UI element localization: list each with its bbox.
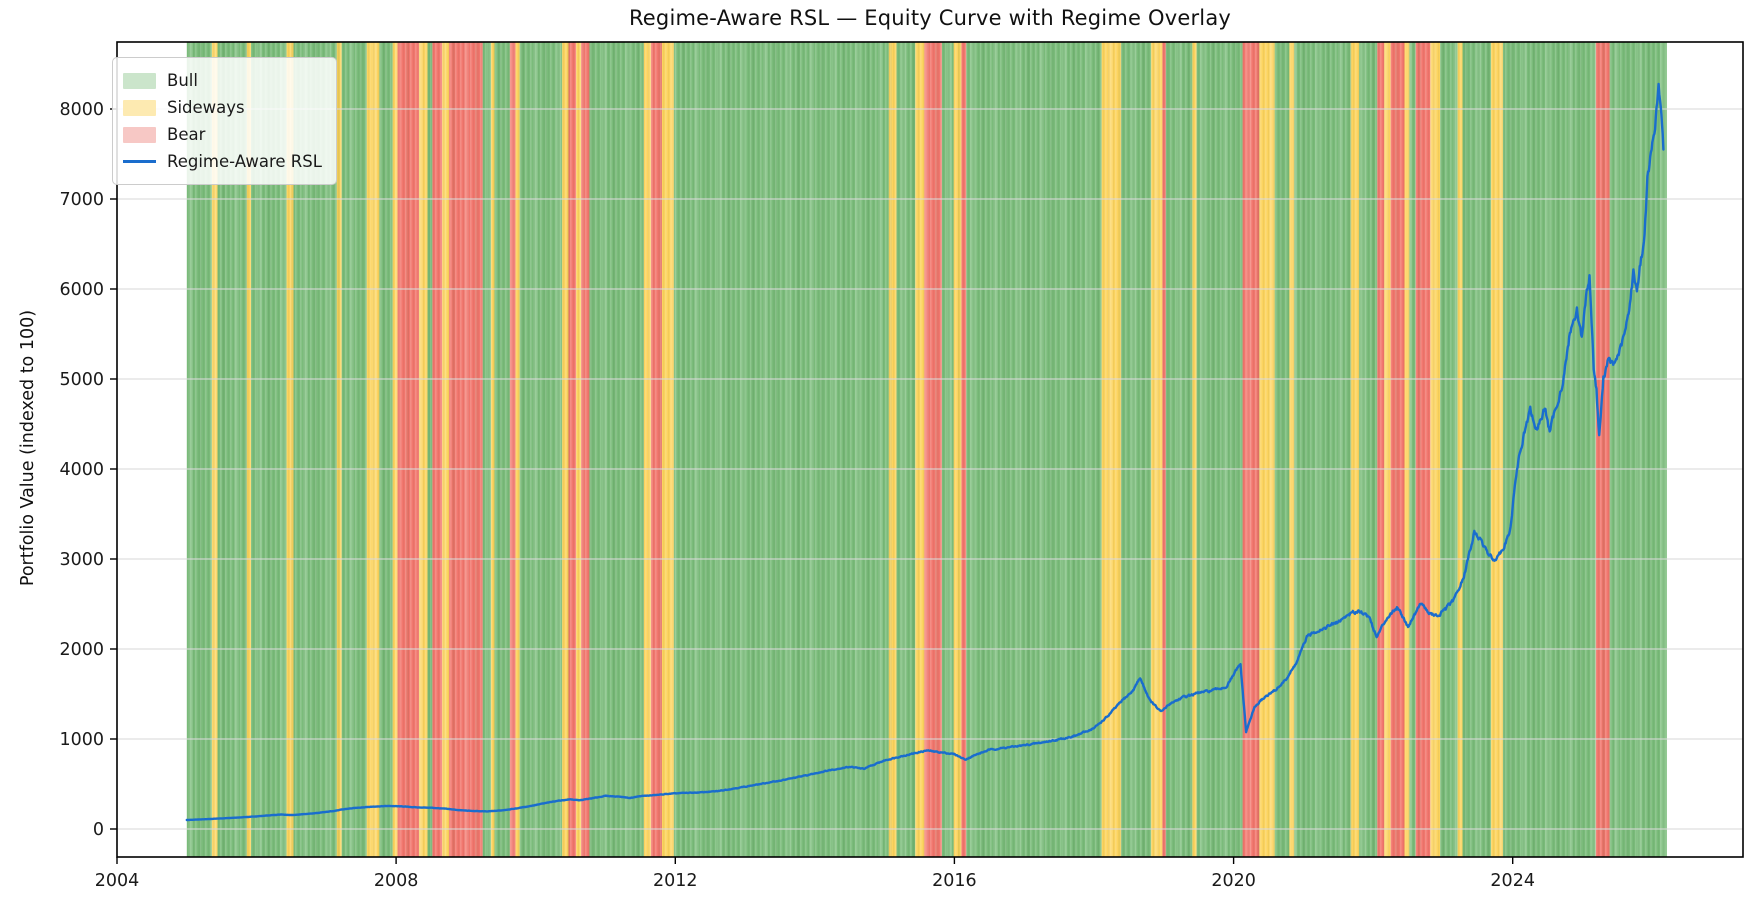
legend-color-swatch [123, 99, 156, 116]
legend-color-swatch [123, 72, 156, 89]
y-tick-label: 3000 [59, 550, 104, 570]
chart-title: Regime-Aware RSL — Equity Curve with Reg… [628, 6, 1232, 30]
x-tick-label: 2020 [1211, 871, 1256, 891]
y-axis-label: Portfolio Value (indexed to 100) [18, 309, 38, 587]
y-tick-label: 8000 [59, 100, 104, 120]
legend-color-swatch [123, 126, 156, 143]
equity-curve-layer [185, 82, 1665, 822]
gridlines [117, 108, 1743, 830]
y-tick-label: 5000 [59, 370, 104, 390]
x-tick-label: 2008 [374, 871, 419, 891]
plot-border [116, 41, 1744, 858]
y-tick-label: 0 [93, 820, 104, 840]
legend-label: Sideways [167, 98, 245, 117]
x-tick-label: 2024 [1490, 871, 1535, 891]
y-tick-label: 7000 [59, 190, 104, 210]
legend-label: Regime-Aware RSL [167, 152, 322, 171]
legend-item-bull: Bull [123, 67, 322, 94]
x-tick-label: 2004 [95, 871, 140, 891]
band-texture-coarse [186, 42, 1667, 857]
legend-label: Bull [167, 71, 198, 90]
legend-item-sideways: Sideways [123, 94, 322, 121]
x-tick-label: 2012 [653, 871, 698, 891]
legend-item-bear: Bear [123, 121, 322, 148]
legend-label: Bear [167, 125, 206, 144]
legend-line-swatch [123, 160, 156, 163]
y-tick-label: 1000 [59, 730, 104, 750]
regime-band-texture [186, 42, 1667, 857]
y-tick-label: 2000 [59, 640, 104, 660]
axes-layer: 2004 2008 2012 2016 2020 2024 0 1000 2000 3000 400… [59, 41, 1744, 891]
y-tick-label: 6000 [59, 280, 104, 300]
equity-line [185, 82, 1665, 822]
legend-item-regime-aware-rsl: Regime-Aware RSL [123, 148, 322, 175]
x-tick-label: 2016 [932, 871, 977, 891]
y-tick-label: 4000 [59, 460, 104, 480]
legend: Bull Sideways Bear Regime-Aware RSL [112, 57, 337, 185]
